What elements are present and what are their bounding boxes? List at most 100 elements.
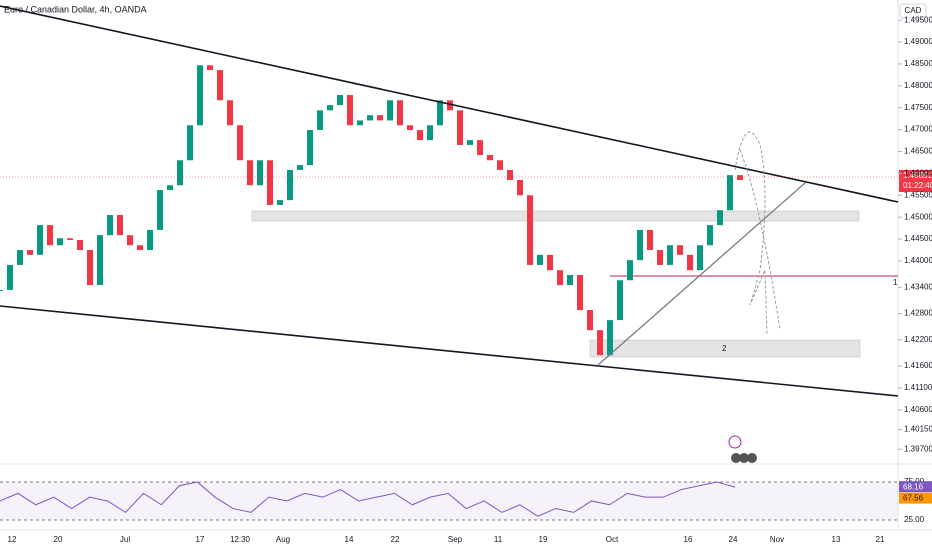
candle	[467, 140, 473, 145]
x-tick-label: 24	[729, 535, 738, 544]
candle	[107, 215, 113, 236]
y-tick-label: 1.48000	[904, 81, 932, 90]
candle	[517, 179, 523, 196]
trend-line	[597, 182, 806, 366]
y-tick-label: 1.47000	[904, 125, 932, 134]
candle	[37, 225, 43, 255]
candle	[237, 125, 243, 161]
candle	[87, 250, 93, 286]
candle	[7, 264, 13, 290]
candle	[217, 70, 223, 101]
candle	[597, 330, 603, 356]
countdown: 01:22:40	[903, 181, 932, 190]
candle	[607, 320, 613, 356]
candle	[577, 275, 583, 311]
y-tick-label: 1.49000	[904, 37, 932, 46]
y-tick-label: 1.40600	[904, 405, 932, 414]
candle	[207, 65, 213, 71]
candle	[67, 238, 73, 240]
candle	[727, 175, 733, 211]
candle	[177, 160, 183, 186]
candle	[187, 125, 193, 161]
y-tick-label: 1.41100	[904, 383, 932, 392]
candle	[447, 100, 453, 111]
y-tick-label: 1.46000	[904, 169, 932, 178]
candle	[637, 229, 643, 261]
x-tick-label: 20	[54, 535, 63, 544]
candle	[587, 310, 593, 331]
candle	[337, 95, 343, 106]
candle	[157, 190, 163, 230]
y-tick-label: 1.49500	[904, 15, 932, 24]
candle	[77, 239, 83, 251]
candle	[257, 160, 263, 186]
rsi-line	[0, 481, 736, 517]
candle	[347, 95, 353, 126]
x-tick-label: 12	[8, 535, 17, 544]
y-tick-label: 1.39700	[904, 444, 932, 453]
candle	[437, 100, 443, 126]
y-tick-label: 1.47500	[904, 103, 932, 112]
candle	[97, 235, 103, 286]
x-tick-label: 22	[391, 535, 400, 544]
candle	[717, 210, 723, 226]
candle	[127, 235, 133, 246]
candle	[427, 125, 433, 141]
y-tick-label: 1.44000	[904, 256, 932, 265]
candle	[137, 245, 143, 251]
candle	[627, 260, 633, 281]
candle	[387, 100, 393, 121]
event-icon[interactable]	[739, 453, 749, 463]
rsi-ma-tag	[899, 492, 932, 504]
candle	[27, 250, 33, 255]
rsi-tick-label: 25.00	[904, 515, 925, 524]
trend-line	[0, 305, 899, 397]
candle	[487, 155, 493, 161]
rsi-ma-last: 67.56	[903, 494, 924, 503]
candle	[57, 238, 63, 246]
x-tick-label: 16	[684, 535, 693, 544]
x-tick-label: Jul	[120, 535, 130, 544]
x-tick-label: Nov	[770, 535, 784, 544]
candle	[167, 185, 173, 191]
candle	[327, 105, 333, 111]
candle	[537, 254, 543, 265]
rsi-tag	[899, 481, 932, 493]
x-tick-label: 13	[832, 535, 841, 544]
event-icon[interactable]	[728, 435, 742, 449]
candle	[367, 115, 373, 121]
event-icon[interactable]	[747, 453, 757, 463]
y-tick-label: 1.46500	[904, 147, 932, 156]
candle	[527, 195, 533, 265]
x-tick-label: 11	[494, 535, 503, 544]
candle	[547, 254, 553, 271]
x-tick-label: 12:30	[230, 535, 251, 544]
candle	[317, 110, 323, 131]
candle	[0, 289, 3, 291]
currency-box[interactable]	[899, 3, 927, 19]
trend-line	[0, 5, 899, 203]
candle	[737, 175, 743, 180]
y-tick-label: 1.42200	[904, 335, 932, 344]
candle	[457, 110, 463, 145]
zone	[251, 210, 860, 222]
candle	[227, 100, 233, 126]
candle	[197, 65, 203, 126]
candle	[567, 275, 573, 286]
event-icon[interactable]	[731, 453, 741, 463]
x-tick-label: 14	[345, 535, 354, 544]
candle	[147, 229, 153, 251]
candle	[657, 250, 663, 265]
zone-label: 2	[722, 344, 727, 353]
candle	[287, 169, 293, 201]
y-tick-label: 1.44500	[904, 234, 932, 243]
y-tick-label: 1.41600	[904, 361, 932, 370]
y-tick-label: 1.45000	[904, 212, 932, 221]
last-price-tag	[899, 170, 932, 192]
y-tick-label: 1.45500	[904, 190, 932, 199]
candle	[647, 229, 653, 251]
candle	[677, 245, 683, 255]
candle	[477, 140, 483, 156]
candle	[697, 245, 703, 271]
